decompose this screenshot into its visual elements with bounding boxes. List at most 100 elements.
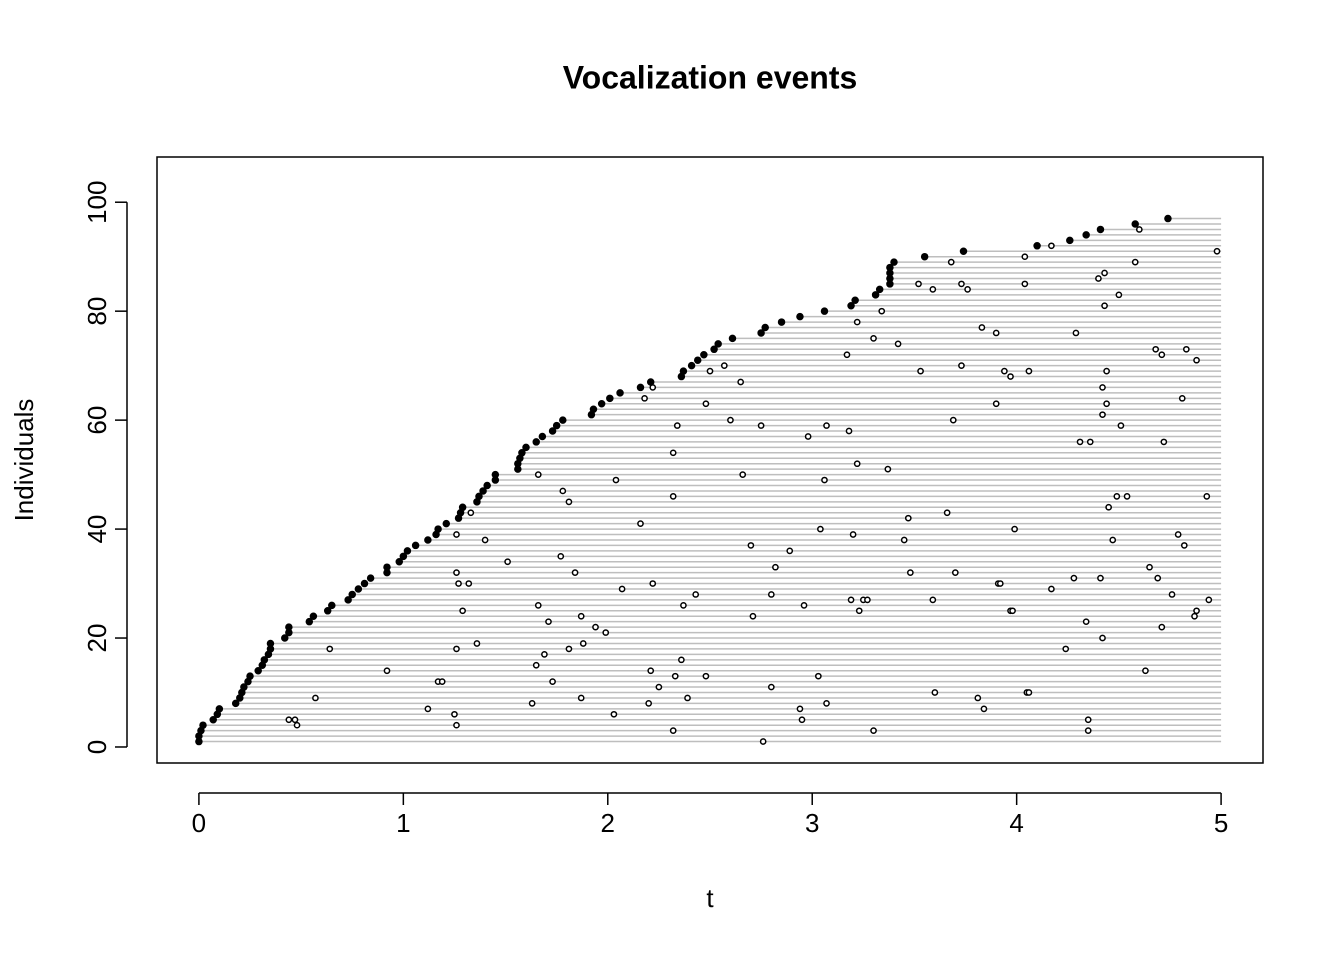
- event-point: [534, 601, 542, 609]
- entry-point: [424, 536, 432, 544]
- x-tick-label: 2: [601, 808, 615, 838]
- event-point: [451, 710, 458, 718]
- entry-point: [559, 416, 567, 424]
- event-point: [1142, 667, 1149, 675]
- event-point: [843, 351, 851, 359]
- event-point: [545, 618, 552, 626]
- event-point: [1123, 493, 1131, 500]
- event-point: [864, 596, 871, 604]
- entry-point: [959, 247, 968, 255]
- entry-point: [383, 563, 391, 571]
- event-point: [992, 400, 1000, 408]
- entry-point: [687, 361, 696, 370]
- event-point: [647, 667, 655, 675]
- entry-point: [458, 503, 467, 512]
- entry-point: [285, 623, 293, 631]
- y-axis-title: Individuals: [9, 399, 39, 522]
- event-point: [1131, 258, 1139, 266]
- event-point: [1174, 531, 1182, 538]
- entry-point: [309, 612, 318, 620]
- event-point: [870, 727, 877, 734]
- event-point: [929, 286, 937, 293]
- event-point: [958, 362, 965, 369]
- x-tick-label: 3: [805, 808, 819, 838]
- entry-point: [1066, 236, 1074, 245]
- entry-point: [820, 307, 829, 315]
- event-point: [1135, 226, 1143, 233]
- event-point: [917, 367, 924, 375]
- event-point: [549, 678, 556, 685]
- event-point: [559, 487, 567, 495]
- entry-point: [1131, 220, 1139, 228]
- event-point: [900, 536, 908, 544]
- entry-point: [395, 558, 404, 566]
- event-point: [1213, 247, 1221, 255]
- event-point: [459, 607, 466, 615]
- entry-point: [728, 334, 737, 343]
- y-tick-label: 40: [82, 515, 112, 544]
- entry-point: [700, 351, 708, 359]
- entry-point: [518, 449, 526, 457]
- event-point: [680, 601, 687, 609]
- event-point: [906, 569, 914, 577]
- event-point: [915, 280, 922, 288]
- event-point: [947, 258, 955, 266]
- event-point: [817, 525, 824, 533]
- event-point: [798, 716, 806, 724]
- entry-point: [552, 421, 561, 430]
- event-point: [1113, 493, 1121, 500]
- event-point: [1154, 574, 1162, 582]
- entry-point: [246, 672, 254, 680]
- event-point: [649, 384, 657, 391]
- event-point: [1182, 345, 1190, 353]
- event-point: [669, 493, 677, 500]
- event-point: [557, 552, 565, 560]
- y-tick-label: 80: [82, 297, 112, 326]
- event-point: [637, 520, 644, 527]
- event-point: [671, 672, 679, 680]
- event-point: [878, 307, 886, 315]
- entry-point: [328, 601, 336, 610]
- event-point: [610, 710, 618, 718]
- entry-point: [886, 263, 894, 272]
- event-point: [541, 651, 548, 658]
- x-tick-label: 0: [192, 808, 206, 838]
- entry-point: [1164, 214, 1172, 223]
- y-tick-label: 100: [82, 181, 112, 224]
- event-point: [285, 716, 293, 724]
- event-point: [870, 335, 877, 342]
- y-tick-label: 20: [82, 624, 112, 653]
- entry-point: [305, 617, 314, 626]
- event-point: [958, 280, 965, 288]
- event-point: [757, 422, 765, 429]
- entry-point: [442, 519, 451, 528]
- event-point: [1158, 351, 1166, 359]
- event-point: [618, 585, 626, 593]
- event-point: [767, 683, 775, 691]
- event-point: [592, 623, 599, 631]
- event-point: [565, 498, 573, 506]
- entry-point: [616, 389, 624, 397]
- event-point: [602, 629, 610, 636]
- event-point: [645, 700, 653, 707]
- entry-point: [360, 579, 369, 588]
- entry-point: [411, 541, 420, 550]
- event-point: [823, 422, 830, 429]
- event-point: [424, 705, 432, 713]
- chart-title: Vocalization events: [563, 59, 858, 95]
- event-point: [383, 667, 391, 675]
- event-point: [949, 416, 957, 424]
- entry-point: [240, 683, 248, 691]
- event-point: [772, 563, 779, 571]
- entry-point: [606, 394, 614, 403]
- event-point: [1097, 574, 1104, 582]
- event-point: [453, 645, 460, 653]
- event-point: [1009, 607, 1016, 615]
- event-point: [291, 716, 299, 724]
- event-point: [894, 340, 902, 348]
- entry-point: [847, 301, 855, 310]
- event-point: [943, 509, 951, 517]
- event-point: [473, 640, 481, 647]
